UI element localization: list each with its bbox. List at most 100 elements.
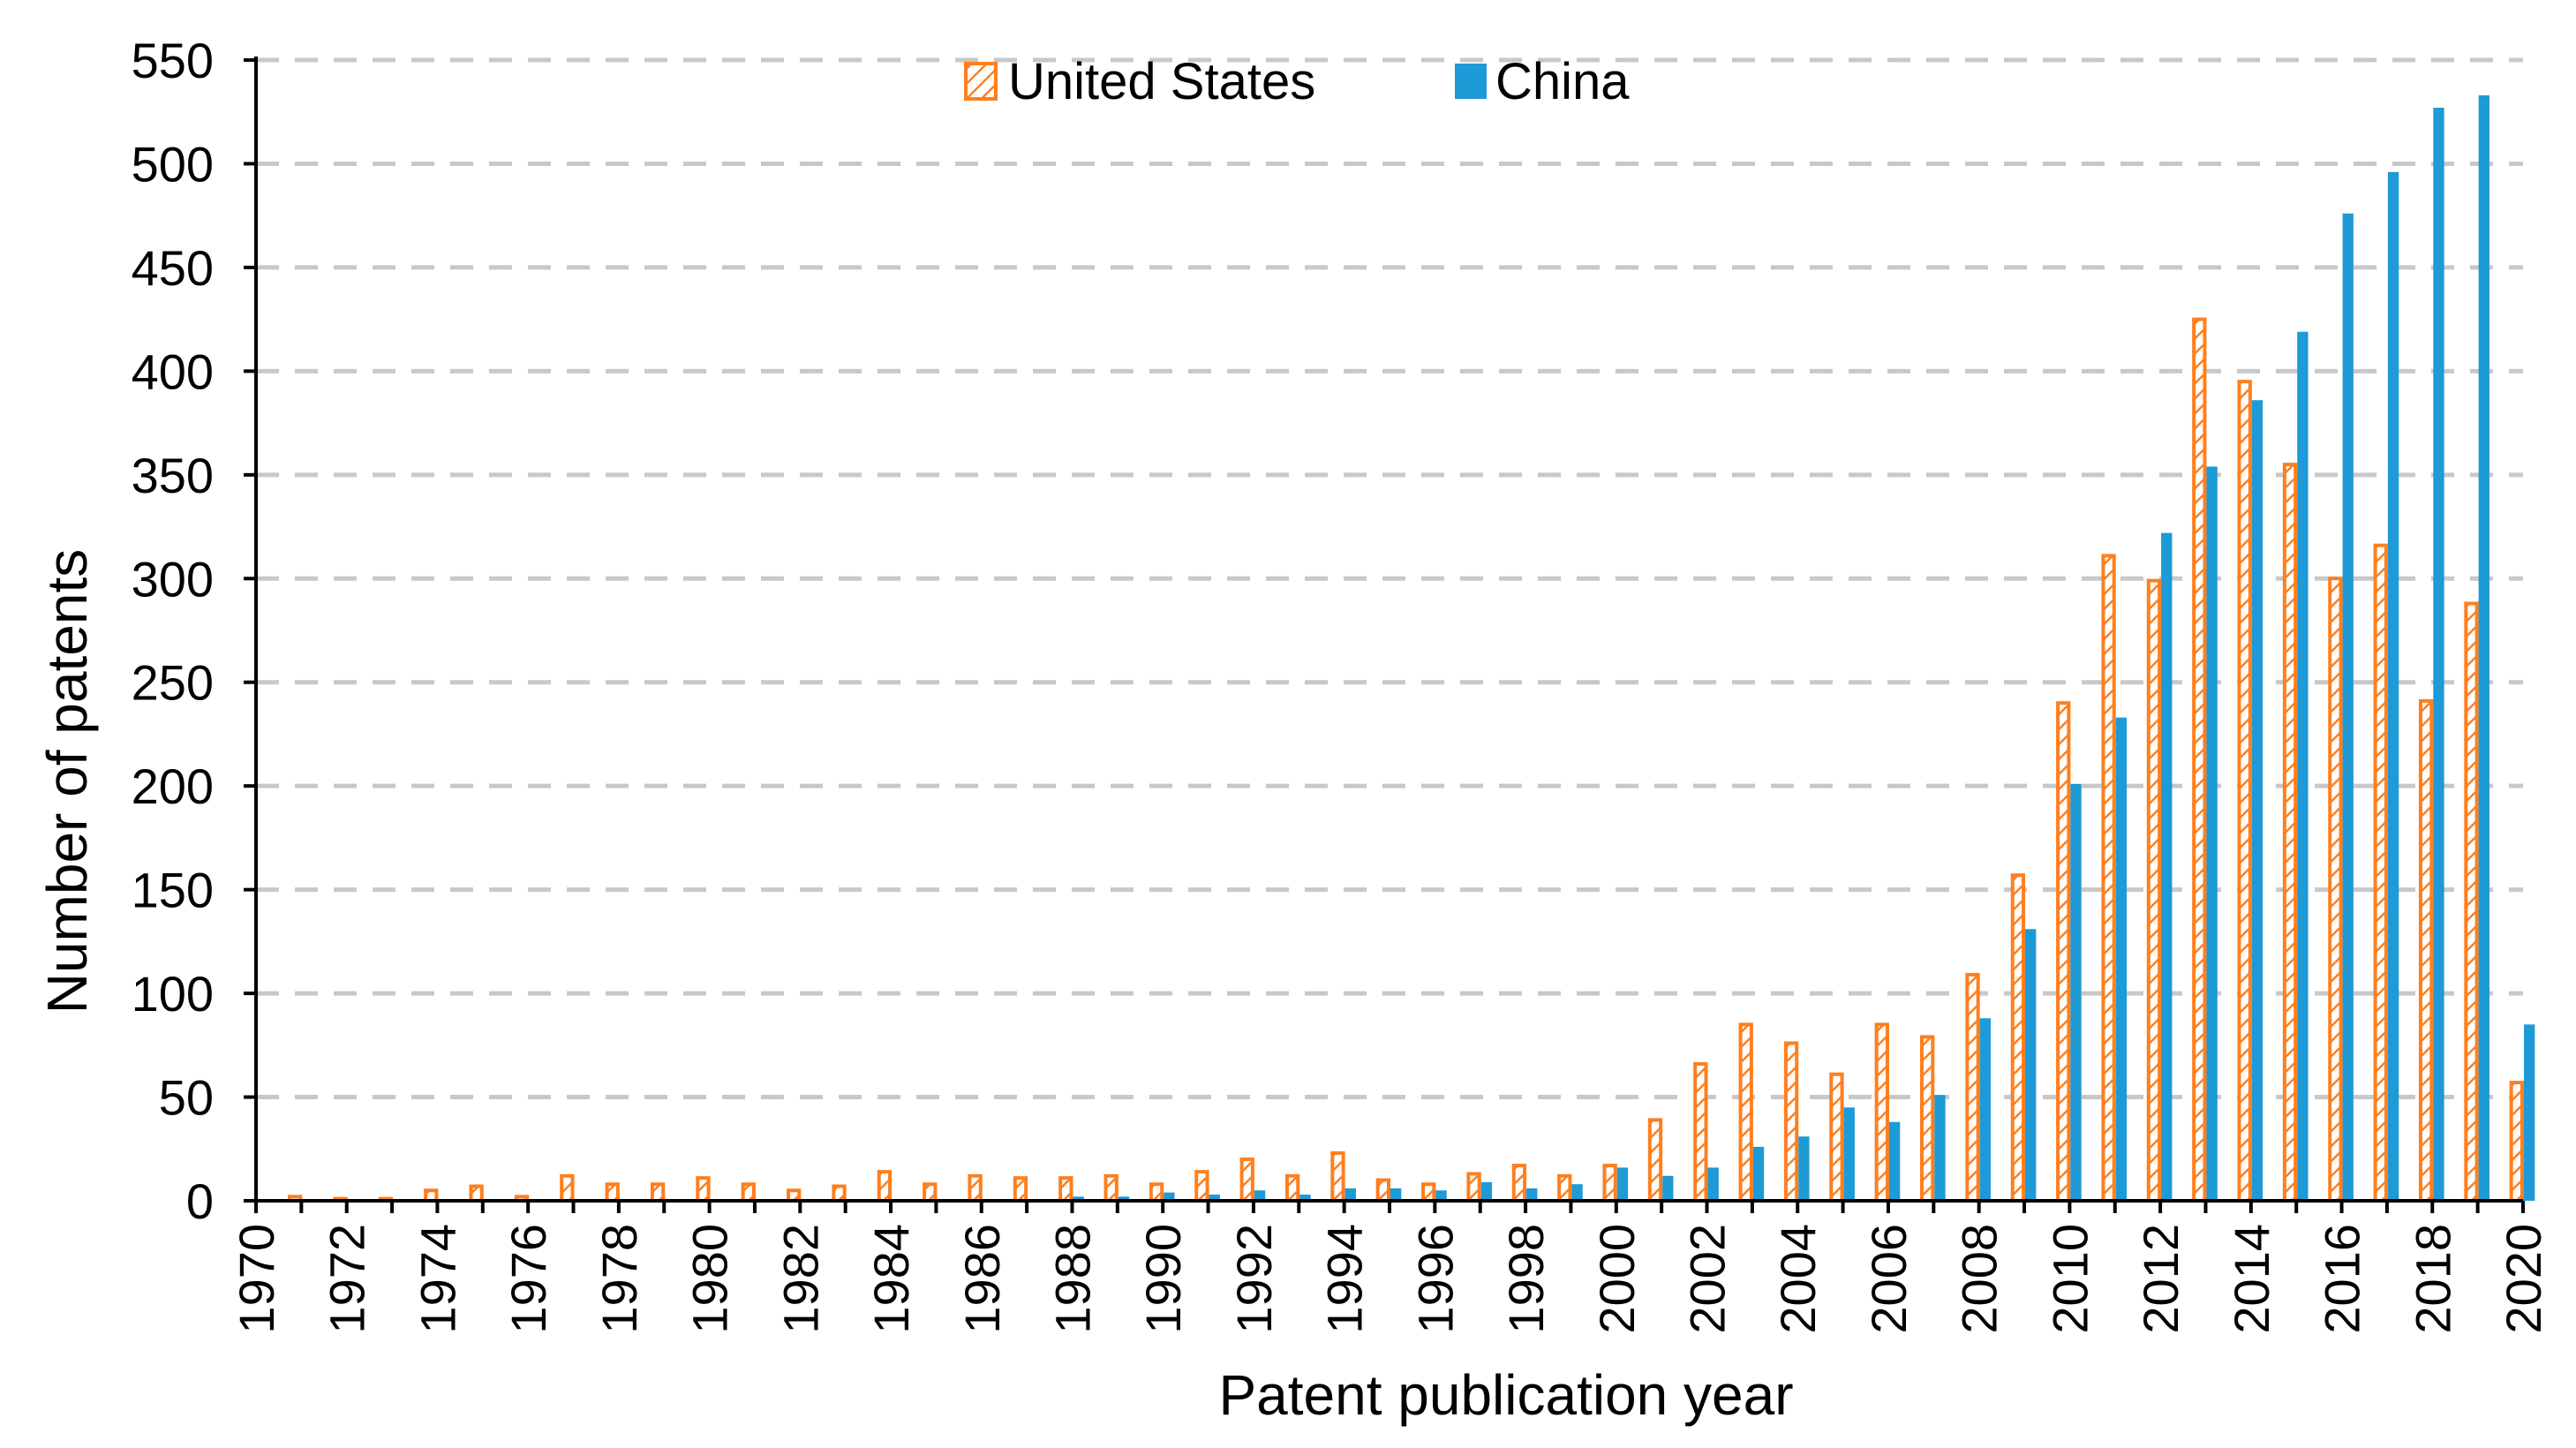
bar-united-states-2006	[1874, 1022, 1889, 1203]
bar-china-1989	[1118, 1196, 1130, 1201]
y-tick-label-350: 350	[132, 448, 214, 503]
bar-china-1996	[1435, 1190, 1447, 1201]
bar-united-states-1977	[560, 1173, 575, 1203]
bar-china-1998	[1526, 1188, 1538, 1201]
bar-china-2016	[2342, 213, 2354, 1202]
x-tick-label-1988: 1988	[1044, 1224, 1100, 1334]
axes	[244, 57, 2525, 1213]
bar-united-states-1993	[1284, 1173, 1300, 1203]
x-tick-label-2014: 2014	[2224, 1224, 2279, 1334]
y-tick-label-300: 300	[132, 551, 214, 607]
bar-china-2012	[2161, 532, 2173, 1201]
bar-united-states-2018	[2418, 698, 2434, 1203]
bar-united-states-2010	[2056, 701, 2071, 1203]
x-tick-label-1994: 1994	[1317, 1224, 1373, 1334]
bar-united-states-2013	[2192, 317, 2207, 1203]
bar-united-states-2009	[2010, 873, 2026, 1203]
x-tick-label-1976: 1976	[501, 1224, 556, 1334]
bar-china-1988	[1073, 1196, 1084, 1201]
y-tick-labels: 0 50 100 150 200 250 300 350 400 450 500 550	[132, 33, 214, 1229]
bar-united-states-1999	[1557, 1173, 1572, 1203]
x-axis-title: Patent publication year	[1218, 1363, 1793, 1427]
bar-united-states-1986	[968, 1173, 983, 1203]
legend-label-united-states: United States	[1008, 53, 1315, 110]
legend: United States China	[964, 53, 1630, 110]
bar-china-2019	[2478, 94, 2489, 1201]
bar-united-states-2016	[2328, 577, 2343, 1203]
x-tick-label-1986: 1986	[954, 1224, 1010, 1334]
bar-united-states-2015	[2282, 463, 2298, 1203]
x-tick-label-1982: 1982	[772, 1224, 828, 1334]
bar-united-states-1990	[1149, 1182, 1164, 1203]
bar-china-1993	[1299, 1194, 1311, 1201]
bars	[288, 94, 2535, 1203]
x-tick-label-1998: 1998	[1498, 1224, 1554, 1334]
bar-china-2010	[2070, 783, 2082, 1201]
bar-united-states-2003	[1738, 1022, 1753, 1203]
y-tick-label-50: 50	[159, 1070, 214, 1126]
bar-united-states-1985	[923, 1182, 938, 1203]
bar-united-states-1981	[741, 1182, 756, 1203]
y-axis-title: Number of patents	[35, 549, 99, 1014]
x-tick-labels: 1970 1972 1974 1976 1978 1980 1982 1984 1986 1988…	[229, 1224, 2551, 1334]
y-tick-label-550: 550	[132, 33, 214, 88]
x-tick-label-2012: 2012	[2133, 1224, 2188, 1334]
x-tick-label-2016: 2016	[2315, 1224, 2370, 1334]
bar-china-2001	[1662, 1175, 1674, 1201]
bar-united-states-2005	[1829, 1072, 1844, 1203]
bar-china-1999	[1571, 1184, 1583, 1201]
bar-china-2017	[2387, 171, 2399, 1202]
x-tick-label-2002: 2002	[1680, 1224, 1736, 1334]
bar-united-states-2020	[2509, 1081, 2524, 1203]
bar-united-states-2002	[1693, 1061, 1708, 1203]
bar-united-states-1975	[469, 1184, 484, 1203]
bar-united-states-2017	[2373, 543, 2388, 1203]
bar-china-2013	[2206, 466, 2218, 1201]
x-tick-label-2000: 2000	[1589, 1224, 1645, 1334]
bar-china-2004	[1798, 1136, 1810, 1201]
bar-united-states-1983	[832, 1184, 847, 1203]
x-tick-label-2010: 2010	[2042, 1224, 2098, 1334]
bar-united-states-2000	[1602, 1164, 1617, 1203]
bar-china-1995	[1390, 1188, 1402, 1201]
bar-united-states-2007	[1919, 1035, 1935, 1203]
x-tick-label-1970: 1970	[229, 1224, 284, 1334]
bar-united-states-2012	[2146, 578, 2162, 1203]
bar-china-2014	[2251, 400, 2263, 1201]
bar-china-2005	[1843, 1107, 1855, 1201]
bar-china-1992	[1254, 1190, 1266, 1201]
bar-united-states-1998	[1511, 1164, 1527, 1203]
bar-united-states-1987	[1013, 1176, 1028, 1203]
bar-china-2000	[1616, 1167, 1629, 1201]
bar-china-1994	[1344, 1188, 1356, 1201]
bar-united-states-1978	[605, 1182, 620, 1203]
bar-china-2020	[2524, 1024, 2535, 1201]
bar-united-states-1991	[1194, 1170, 1209, 1203]
y-tick-label-250: 250	[132, 655, 214, 711]
y-tick-label-200: 200	[132, 758, 214, 814]
bar-united-states-1992	[1239, 1158, 1254, 1203]
x-tick-label-1990: 1990	[1135, 1224, 1191, 1334]
bar-china-2009	[2025, 929, 2037, 1201]
bar-united-states-1988	[1058, 1176, 1073, 1203]
bar-china-1997	[1480, 1181, 1493, 1201]
x-tick-label-2020: 2020	[2496, 1224, 2551, 1334]
legend-label-china: China	[1495, 53, 1630, 110]
bar-china-2006	[1888, 1121, 1901, 1201]
bar-united-states-2001	[1647, 1118, 1663, 1203]
y-tick-label-150: 150	[132, 863, 214, 918]
bar-united-states-2019	[2464, 601, 2479, 1203]
gridlines	[256, 57, 2523, 1100]
bar-united-states-1980	[696, 1176, 711, 1203]
y-tick-label-500: 500	[132, 136, 214, 192]
bar-united-states-2008	[1965, 972, 1980, 1203]
bar-united-states-1989	[1103, 1173, 1119, 1203]
x-tick-label-1984: 1984	[863, 1224, 919, 1334]
bar-china-2011	[2115, 717, 2128, 1201]
bar-china-2003	[1752, 1146, 1765, 1201]
x-tick-label-2008: 2008	[1952, 1224, 2007, 1334]
x-tick-label-2006: 2006	[1861, 1224, 1917, 1334]
bar-china-2008	[1979, 1018, 1992, 1201]
bar-united-states-2011	[2101, 554, 2116, 1203]
